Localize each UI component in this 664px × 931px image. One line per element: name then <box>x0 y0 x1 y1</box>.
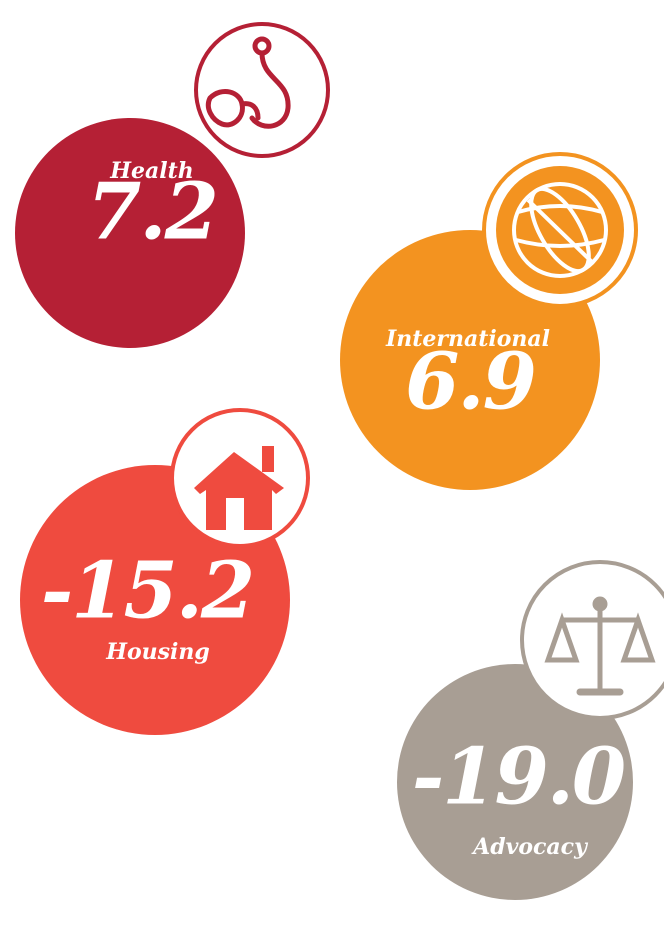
international-value: 6.9 <box>405 337 535 428</box>
stethoscope-icon <box>205 36 291 129</box>
globe-icon <box>512 182 608 278</box>
health-icon-ring <box>194 22 330 158</box>
international-bubble: International 6.9 <box>340 152 638 490</box>
advocacy-icon-ring <box>520 560 664 720</box>
advocacy-value: -19.0 <box>412 732 626 823</box>
advocacy-label: Advocacy <box>471 834 589 860</box>
housing-label: Housing <box>105 639 210 665</box>
housing-bubble: -15.2 Housing <box>20 408 310 735</box>
advocacy-circle <box>397 664 633 900</box>
scales-icon <box>544 596 656 696</box>
health-circle <box>15 118 245 348</box>
health-bubble: Health 7.2 <box>15 22 330 348</box>
international-label: International <box>385 326 550 352</box>
housing-value: -15.2 <box>41 546 253 637</box>
health-value: 7.2 <box>87 167 217 258</box>
house-icon <box>194 446 284 530</box>
health-label: Health <box>109 158 194 184</box>
advocacy-bubble: -19.0 Advocacy <box>397 560 664 900</box>
